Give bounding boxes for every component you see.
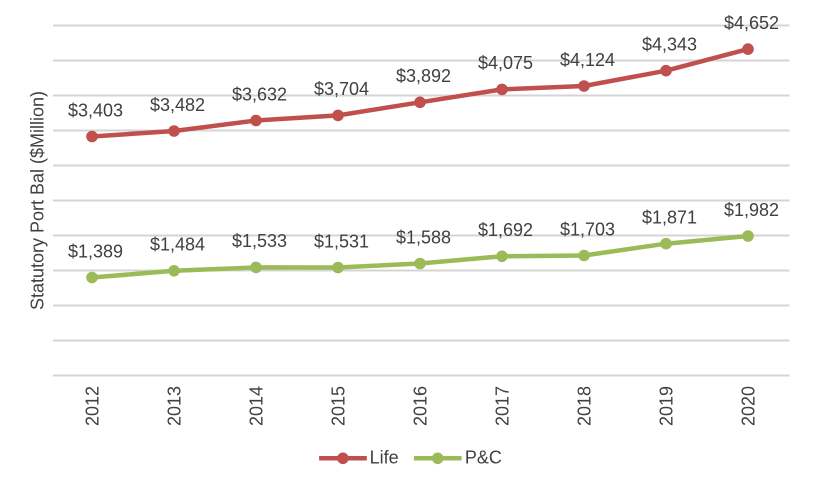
svg-text:$1,389: $1,389 (68, 241, 123, 261)
svg-text:2013: 2013 (165, 386, 185, 426)
svg-text:Life: Life (370, 448, 399, 468)
svg-text:$3,892: $3,892 (396, 66, 451, 86)
svg-text:$4,124: $4,124 (560, 50, 615, 70)
svg-text:2018: 2018 (575, 386, 595, 426)
svg-text:$1,484: $1,484 (150, 235, 205, 255)
svg-text:2015: 2015 (329, 386, 349, 426)
svg-text:2016: 2016 (411, 386, 431, 426)
svg-text:P&C: P&C (465, 448, 502, 468)
svg-text:2014: 2014 (247, 386, 267, 426)
svg-text:2019: 2019 (657, 386, 677, 426)
svg-text:$1,982: $1,982 (724, 200, 779, 220)
svg-text:$1,531: $1,531 (314, 231, 369, 251)
svg-text:$3,403: $3,403 (68, 100, 123, 120)
svg-text:2017: 2017 (493, 386, 513, 426)
svg-text:$4,075: $4,075 (478, 53, 533, 73)
svg-text:$1,533: $1,533 (232, 231, 287, 251)
svg-text:$4,343: $4,343 (642, 35, 697, 55)
svg-text:$3,482: $3,482 (150, 95, 205, 115)
svg-text:$1,692: $1,692 (478, 220, 533, 240)
svg-text:$4,652: $4,652 (724, 13, 779, 33)
svg-text:$3,632: $3,632 (232, 84, 287, 104)
svg-text:Statutory Port Bal ($Million): Statutory Port Bal ($Million) (28, 91, 48, 310)
svg-text:2012: 2012 (83, 386, 103, 426)
svg-text:$1,871: $1,871 (642, 208, 697, 228)
svg-text:2020: 2020 (739, 386, 759, 426)
svg-text:$3,704: $3,704 (314, 79, 369, 99)
svg-text:$1,588: $1,588 (396, 227, 451, 247)
svg-text:$1,703: $1,703 (560, 219, 615, 239)
